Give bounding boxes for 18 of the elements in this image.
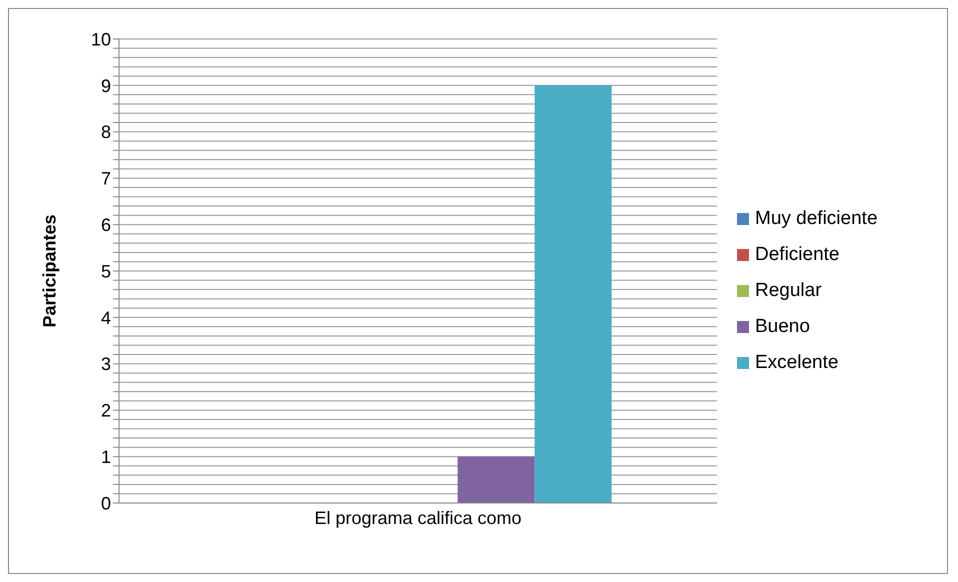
- legend-label: Excelente: [755, 351, 838, 375]
- y-tick-label: 3: [100, 354, 111, 374]
- y-tick-label: 6: [100, 214, 111, 235]
- y-axis-title: Participantes: [39, 214, 60, 328]
- y-tick-label: 1: [100, 446, 111, 467]
- legend-label: Bueno: [755, 315, 810, 339]
- x-tick-label: El programa califica como: [314, 508, 522, 528]
- legend-label: Deficiente: [755, 243, 840, 267]
- y-tick-label: 8: [100, 122, 111, 142]
- y-tick-label: 10: [90, 29, 111, 50]
- legend-label: Regular: [755, 279, 822, 303]
- y-tick-label: 0: [100, 493, 111, 514]
- y-tick-label: 9: [100, 76, 111, 96]
- legend-label: Muy deficiente: [755, 207, 878, 231]
- y-tick-label: 7: [100, 168, 111, 189]
- y-tick-label: 2: [100, 400, 111, 421]
- y-tick-label: 5: [100, 261, 111, 282]
- y-tick-label: 4: [100, 308, 111, 328]
